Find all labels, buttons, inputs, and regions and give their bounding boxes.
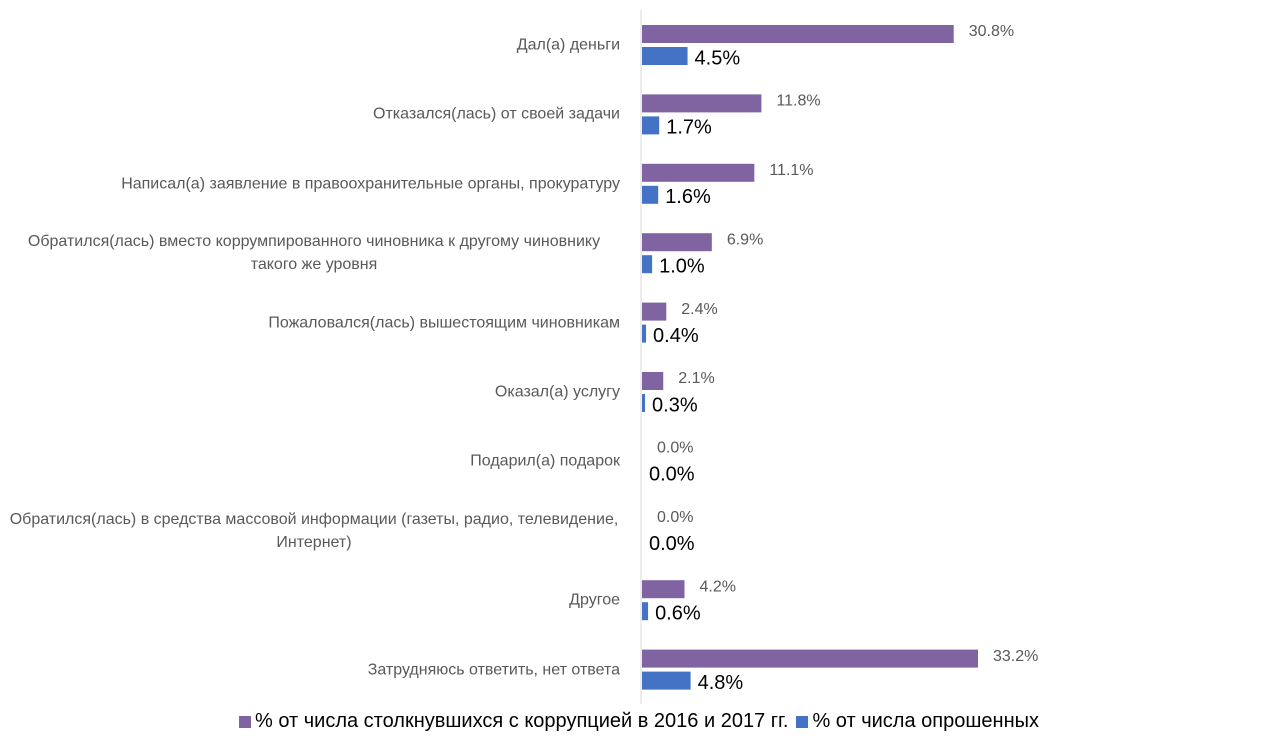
category-label: Дал(а) деньги [516, 36, 620, 54]
bar [642, 580, 685, 599]
category-label: Отказался(лась) от своей задачи [373, 105, 620, 123]
value-label: 1.0% [659, 255, 705, 277]
value-label: 11.8% [776, 93, 820, 110]
legend-label: % от числа столкнувшихся с коррупцией в … [255, 710, 789, 732]
category-label: Написал(а) заявление в правоохранительны… [121, 175, 620, 193]
bar [642, 602, 649, 621]
value-label: 11.1% [769, 162, 813, 179]
bar [642, 47, 688, 65]
category-label: Затрудняюсь ответить, нет ответа [367, 661, 620, 679]
bar [642, 324, 647, 343]
value-label: 0.3% [652, 394, 698, 416]
value-label: 4.2% [700, 578, 736, 595]
value-label: 2.1% [678, 370, 714, 387]
bar [642, 185, 659, 204]
bar [642, 649, 978, 668]
value-label: 0.4% [653, 325, 699, 347]
category-label: Обратился(лась) вместо коррумпированного… [27, 233, 601, 274]
value-label: 1.6% [665, 186, 711, 208]
value-label: 33.2% [993, 648, 1038, 665]
chart: 30.8% 4.5% 11.8% 1.7% 11.1% 1.6% 6.9% 1.0% 2.4% 0… [640, 10, 1038, 704]
category-label: Подарил(а) подарок [470, 452, 620, 470]
legend-item: % от числа опрошенных [796, 710, 1039, 733]
legend-item: % от числа столкнувшихся с коррупцией в … [239, 710, 788, 733]
value-label: 2.4% [681, 301, 717, 318]
bar [642, 233, 712, 252]
bar [642, 372, 664, 390]
legend-swatch [239, 715, 251, 728]
bar [642, 163, 755, 182]
value-label: 4.5% [695, 47, 741, 69]
value-label: 0.6% [655, 602, 701, 624]
value-label: 0.0% [649, 533, 695, 555]
legend-swatch [796, 715, 809, 728]
bar [642, 116, 660, 135]
category-label: Обратился(лась) в средства массовой инфо… [9, 510, 619, 551]
bar [642, 25, 954, 43]
value-label: 6.9% [727, 231, 763, 248]
bar [642, 302, 667, 321]
value-label: 0.0% [657, 509, 693, 526]
category-label: Другое [569, 591, 620, 609]
legend-label: % от числа опрошенных [812, 710, 1039, 732]
bar [642, 255, 653, 274]
value-label: 0.0% [649, 464, 695, 486]
value-label: 4.8% [698, 672, 744, 694]
value-label: 1.7% [666, 117, 712, 139]
bar [642, 94, 762, 113]
bar [642, 671, 691, 690]
legend: % от числа столкнувшихся с коррупцией в … [0, 710, 1278, 733]
category-label: Пожаловался(лась) вышестоящим чиновникам [268, 314, 620, 332]
bar [642, 394, 646, 412]
value-label: 30.8% [969, 23, 1014, 40]
value-label: 0.0% [657, 440, 693, 457]
category-label: Оказал(а) услугу [494, 383, 620, 401]
